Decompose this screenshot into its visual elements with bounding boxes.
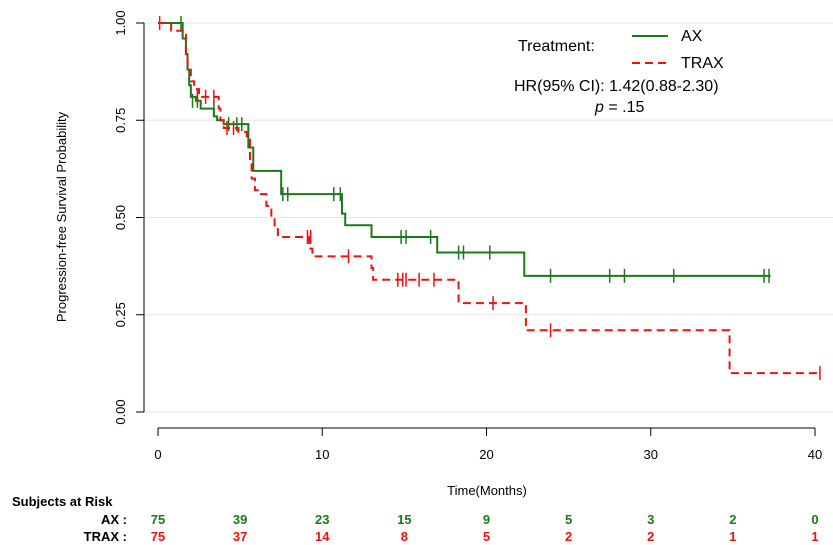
- hazard-ratio-text: HR(95% CI): 1.42(0.88-2.30): [514, 78, 719, 95]
- p-value-text: p = .15: [594, 99, 644, 116]
- series-layer: [158, 16, 821, 381]
- y-tick-label: 0.00: [113, 399, 128, 424]
- x-axis: 0 10 20 30 40: [154, 427, 822, 462]
- risk-row-label-ax: AX :: [101, 512, 127, 527]
- risk-value-trax: 2: [647, 529, 654, 544]
- series-line-trax: [158, 22, 820, 375]
- y-tick-label: 0.50: [113, 205, 128, 230]
- legend-title: Treatment:: [518, 38, 595, 55]
- risk-value-trax: 14: [315, 529, 330, 544]
- legend-label-ax: AX: [681, 28, 703, 45]
- y-tick-label: 0.75: [113, 108, 128, 133]
- risk-value-trax: 8: [401, 529, 408, 544]
- risk-value-ax: 9: [483, 512, 490, 527]
- x-tick-label: 40: [808, 447, 822, 462]
- legend: Treatment: AX TRAX HR(95% CI): 1.42(0.88…: [514, 28, 724, 116]
- risk-value-ax: 15: [397, 512, 411, 527]
- risk-values: 75 39 23 15 9 5 3 2 0 75 37 14 8 5 2 2 1 1: [151, 512, 819, 544]
- risk-value-ax: 0: [811, 512, 818, 527]
- x-axis-title: Time(Months): [447, 483, 527, 498]
- risk-value-trax: 5: [483, 529, 490, 544]
- y-axis: 0.00 0.25 0.50 0.75 1.00: [113, 10, 145, 425]
- x-tick-label: 10: [315, 447, 329, 462]
- risk-table: Subjects at Risk AX : TRAX : 75 39 23 15 9 5 3…: [12, 494, 819, 544]
- risk-value-ax: 3: [647, 512, 654, 527]
- risk-value-ax: 2: [729, 512, 736, 527]
- risk-value-trax: 75: [151, 529, 165, 544]
- gridlines: [144, 22, 833, 413]
- x-tick-label: 20: [479, 447, 493, 462]
- risk-table-title: Subjects at Risk: [12, 494, 113, 509]
- p-value-number: = .15: [604, 99, 645, 116]
- y-tick-label: 1.00: [113, 10, 128, 35]
- y-axis-title: Progression-free Survival Probability: [54, 111, 69, 322]
- risk-value-trax: 1: [811, 529, 818, 544]
- risk-value-trax: 1: [729, 529, 736, 544]
- risk-value-ax: 5: [565, 512, 572, 527]
- legend-label-trax: TRAX: [681, 55, 724, 72]
- risk-value-ax: 23: [315, 512, 329, 527]
- risk-value-ax: 75: [151, 512, 165, 527]
- risk-value-ax: 39: [233, 512, 247, 527]
- risk-value-trax: 37: [233, 529, 247, 544]
- p-value-symbol: p: [594, 99, 604, 116]
- x-tick-label: 30: [644, 447, 658, 462]
- risk-row-label-trax: TRAX :: [84, 529, 127, 544]
- y-tick-label: 0.25: [113, 302, 128, 327]
- risk-value-trax: 2: [565, 529, 572, 544]
- x-tick-label: 0: [154, 447, 161, 462]
- series-line-ax: [158, 22, 771, 277]
